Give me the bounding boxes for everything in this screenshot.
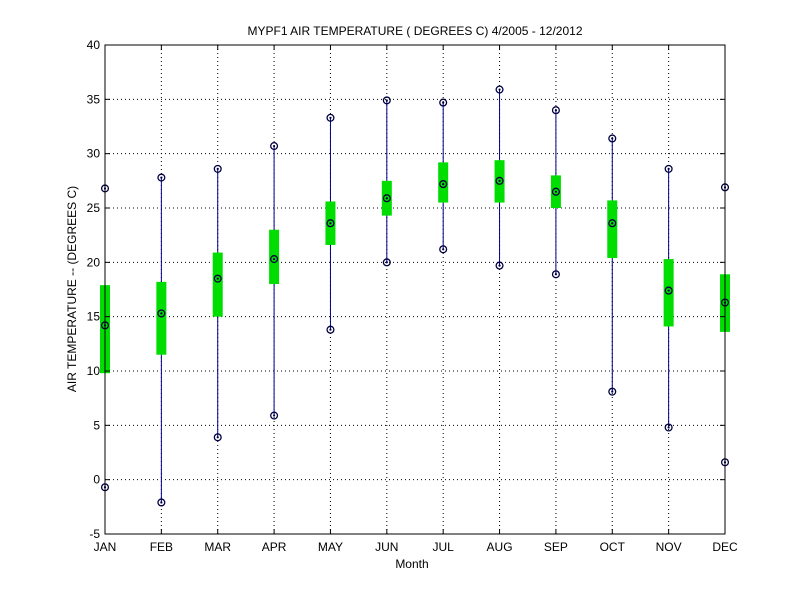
x-tick-label: DEC <box>712 540 738 554</box>
max-marker <box>664 164 673 173</box>
min-marker <box>326 325 335 334</box>
max-marker <box>326 113 335 122</box>
x-tick-label: FEB <box>150 540 173 554</box>
y-tick-label: 35 <box>87 92 101 106</box>
median-marker-center <box>272 257 276 261</box>
max-marker-center <box>160 176 163 179</box>
y-tick-label: 15 <box>87 310 101 324</box>
min-marker <box>664 423 673 432</box>
median-marker-center <box>554 190 558 193</box>
min-marker-center <box>611 390 614 393</box>
median-marker-center <box>385 197 388 200</box>
max-marker-center <box>272 144 276 148</box>
median-marker-center <box>160 312 163 315</box>
max-marker <box>213 164 222 173</box>
markers <box>100 85 730 507</box>
max-marker <box>608 134 617 143</box>
x-tick-label: NOV <box>656 540 682 554</box>
chart-title: MYPF1 AIR TEMPERATURE ( DEGREES C) 4/200… <box>247 24 582 38</box>
y-tick-label: 20 <box>87 255 101 269</box>
box <box>212 252 223 317</box>
min-marker <box>608 387 617 396</box>
box <box>607 200 618 258</box>
min-marker-center <box>272 414 276 417</box>
x-tick-label: OCT <box>600 540 626 554</box>
min-marker-center <box>442 248 445 251</box>
y-tick-label: 10 <box>87 364 101 378</box>
max-marker-center <box>442 101 445 104</box>
median-marker <box>664 286 673 295</box>
max-marker-center <box>498 88 501 91</box>
x-tick-label: MAR <box>204 540 231 554</box>
y-tick-label: -5 <box>89 527 100 541</box>
box <box>156 281 167 355</box>
x-tick-labels: JAN FEB MAR APR MAY JUN JUL AUG SEP OCT NOV DEC <box>94 540 738 554</box>
box <box>269 229 280 285</box>
max-marker-center <box>216 167 219 170</box>
max-marker-center <box>385 99 388 102</box>
axes-frame <box>104 44 726 535</box>
median-marker <box>439 180 448 189</box>
max-marker <box>270 142 279 151</box>
max-marker-center <box>554 109 558 112</box>
min-marker <box>213 433 222 442</box>
plot-area <box>105 45 725 534</box>
x-axis-label: Month <box>395 557 428 571</box>
median-marker-center <box>611 222 614 225</box>
y-tick-label: 5 <box>93 418 100 432</box>
x-tick-label: AUG <box>487 540 513 554</box>
median-marker <box>157 309 166 318</box>
min-marker-center <box>667 426 670 429</box>
min-marker-center <box>498 264 501 267</box>
min-marker <box>157 498 166 507</box>
max-marker-center <box>667 167 670 170</box>
y-tick-label: 30 <box>87 147 101 161</box>
median-marker-center <box>442 182 445 186</box>
y-tick-label: 40 <box>87 38 101 52</box>
max-marker <box>157 173 166 182</box>
axis-ticks <box>104 44 726 535</box>
median-marker <box>608 219 617 228</box>
y-tick-label: 25 <box>87 201 101 215</box>
min-marker-center <box>385 261 388 264</box>
min-marker <box>382 258 391 267</box>
min-marker <box>439 245 448 254</box>
min-marker-center <box>554 273 558 276</box>
max-marker <box>551 106 560 115</box>
y-axis-label: AIR TEMPERATURE -- (DEGREES C) <box>65 186 79 392</box>
y-tick-labels: -5 0 5 10 15 20 25 30 35 40 <box>87 38 101 541</box>
min-marker <box>270 411 279 420</box>
box <box>663 259 674 327</box>
min-marker-center <box>160 501 163 504</box>
median-marker <box>551 187 560 196</box>
median-marker-center <box>329 222 332 225</box>
min-marker-center <box>216 436 219 439</box>
median-marker <box>213 274 222 283</box>
min-marker-center <box>329 328 332 331</box>
max-marker <box>382 96 391 105</box>
x-tick-label: MAY <box>318 540 343 554</box>
min-marker <box>551 270 560 279</box>
x-tick-label: SEP <box>544 540 568 554</box>
y-tick-label: 0 <box>93 473 100 487</box>
median-marker <box>270 255 279 264</box>
median-marker-center <box>667 289 670 292</box>
median-marker <box>382 194 391 203</box>
x-tick-label: JUN <box>375 540 398 554</box>
x-tick-label: JAN <box>94 540 117 554</box>
max-marker <box>495 85 504 94</box>
x-tick-label: APR <box>262 540 287 554</box>
median-marker <box>326 219 335 228</box>
max-marker-center <box>329 116 332 119</box>
min-marker <box>495 261 504 270</box>
median-marker-center <box>498 179 501 182</box>
max-marker-center <box>611 137 614 140</box>
max-marker <box>439 98 448 107</box>
median-marker <box>495 176 504 185</box>
x-tick-label: JUL <box>433 540 455 554</box>
box <box>438 162 449 203</box>
median-marker-center <box>216 277 219 280</box>
